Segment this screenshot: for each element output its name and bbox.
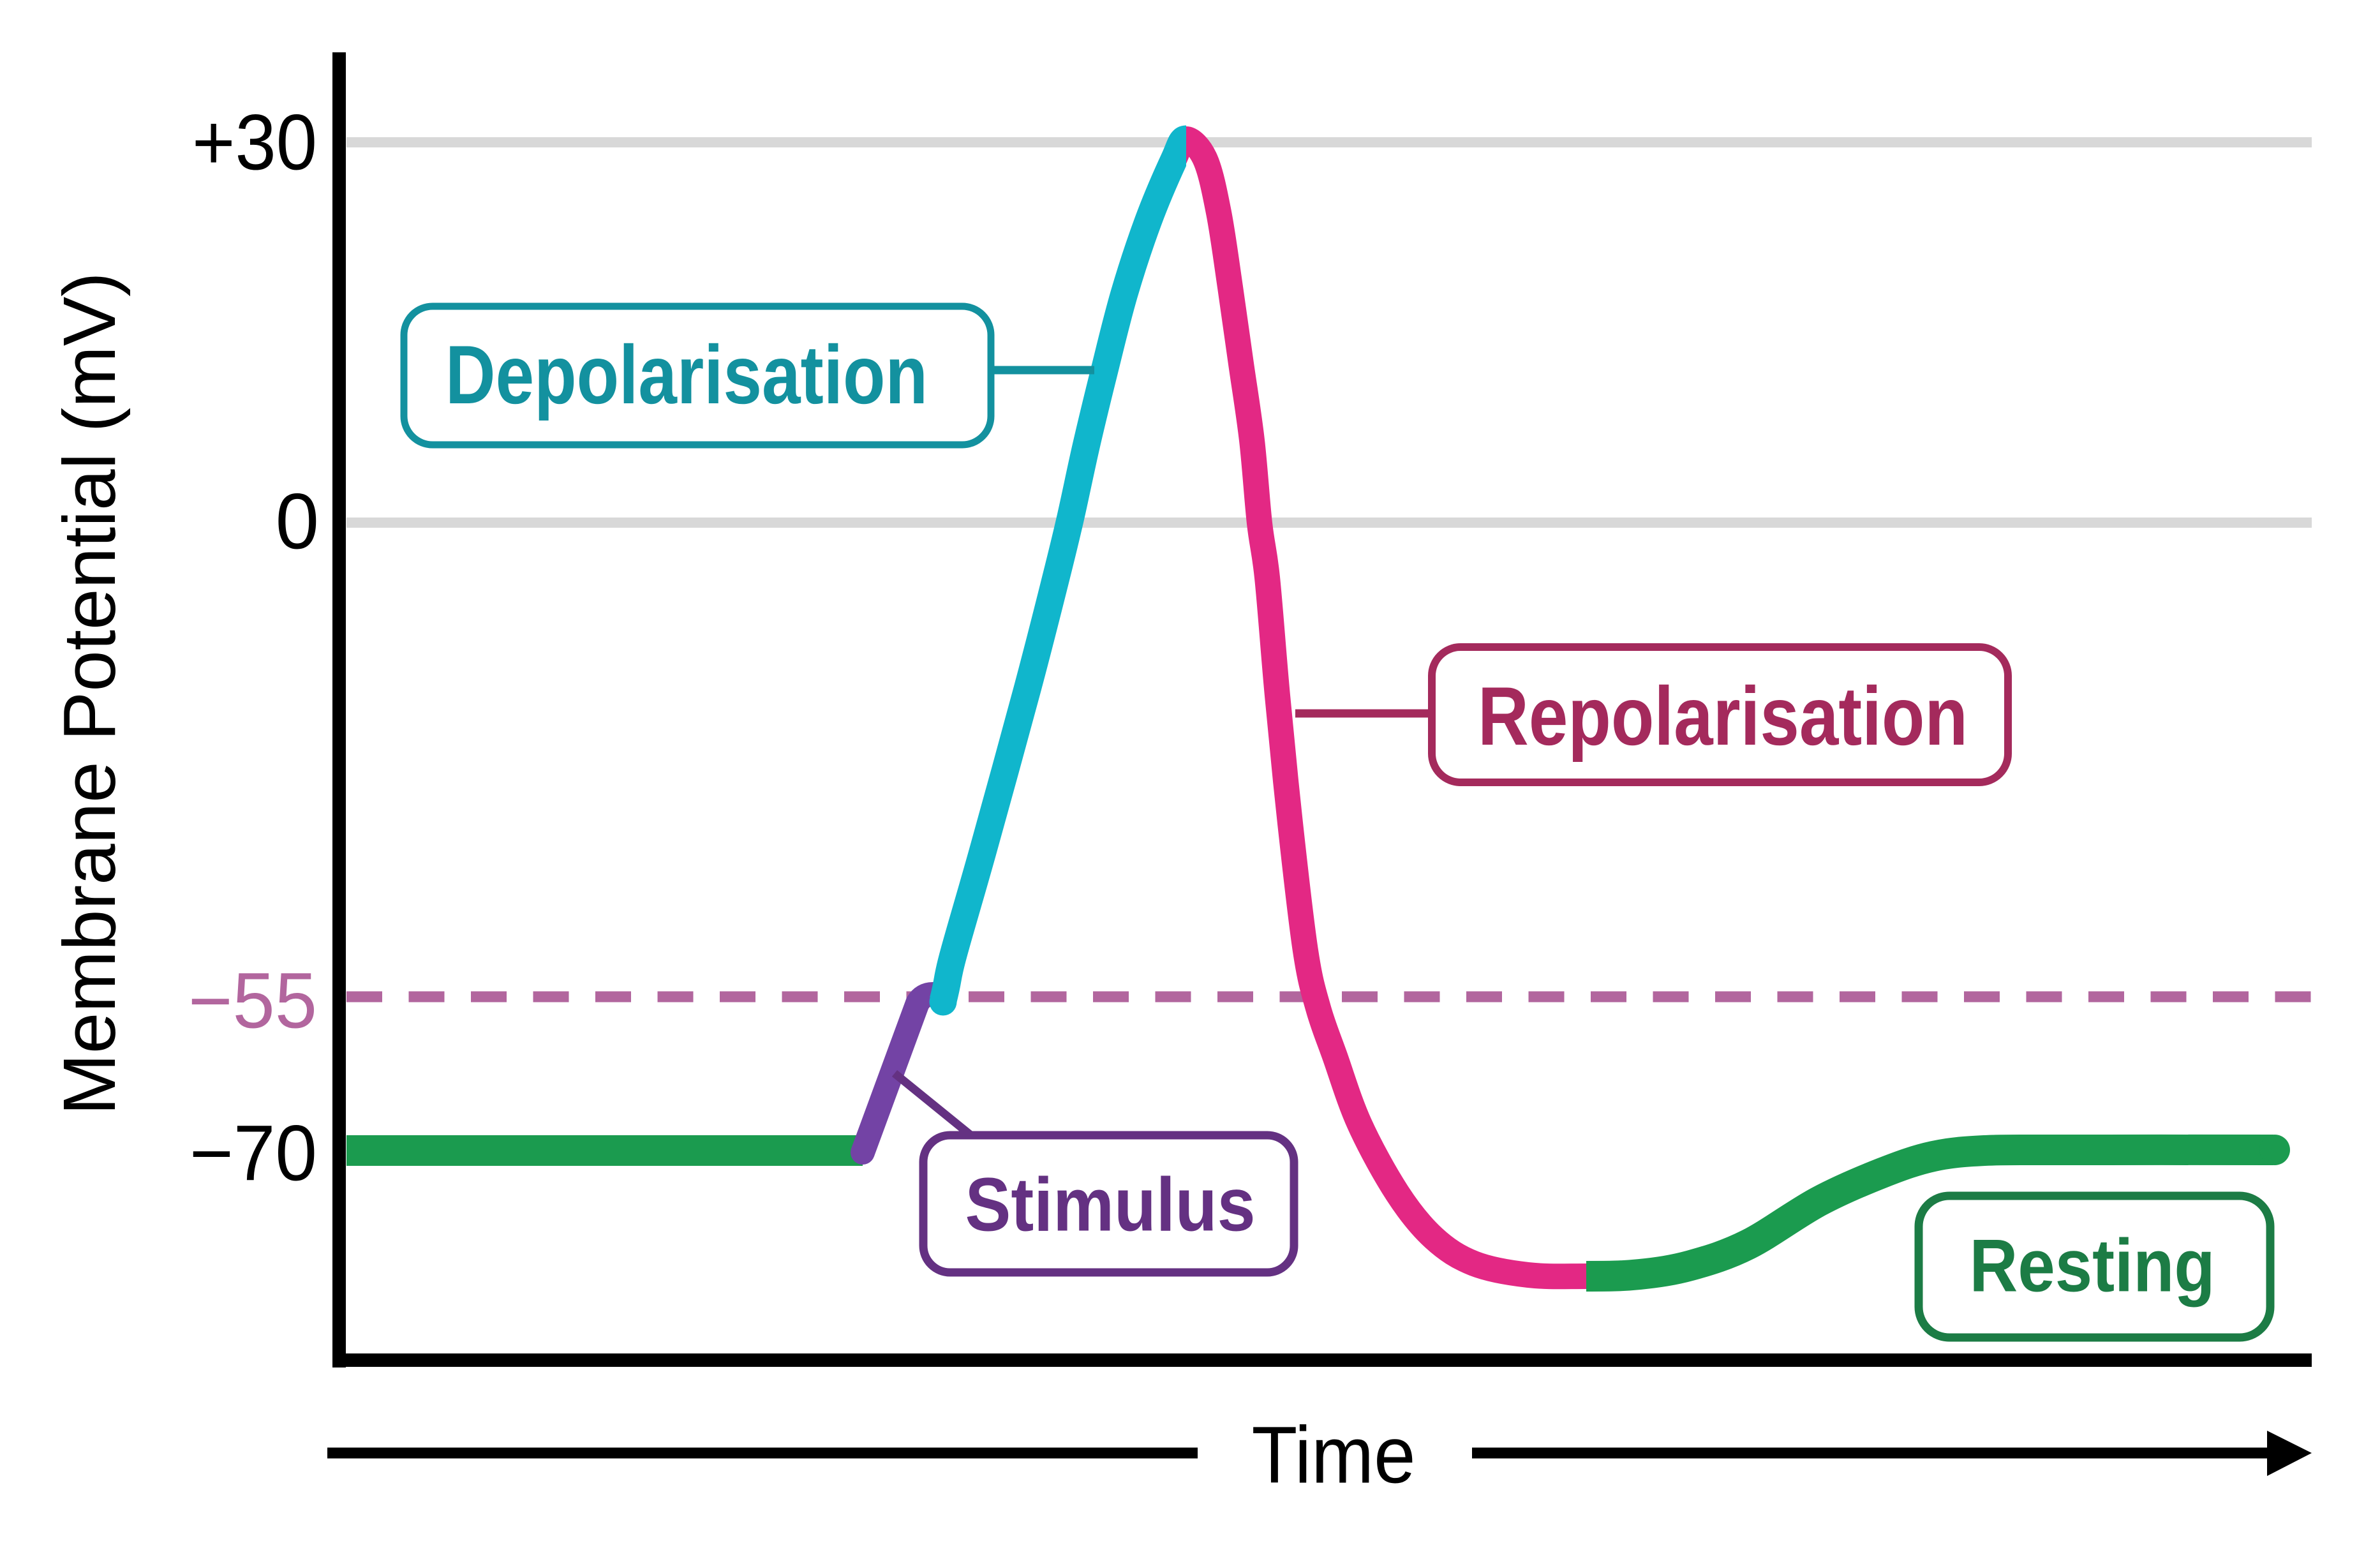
svg-text:Resting: Resting [1970,1224,2215,1308]
svg-text:Depolarisation: Depolarisation [445,328,928,421]
svg-text:Repolarisation: Repolarisation [1478,669,1968,763]
svg-text:−55: −55 [188,958,317,1045]
svg-text:Stimulus: Stimulus [965,1163,1256,1248]
svg-text:−70: −70 [190,1110,317,1198]
svg-text:Membrane Potential (mV): Membrane Potential (mV) [48,272,131,1115]
svg-text:Time: Time [1252,1410,1416,1500]
svg-text:0: 0 [276,479,319,566]
svg-text:+30: +30 [192,100,317,187]
